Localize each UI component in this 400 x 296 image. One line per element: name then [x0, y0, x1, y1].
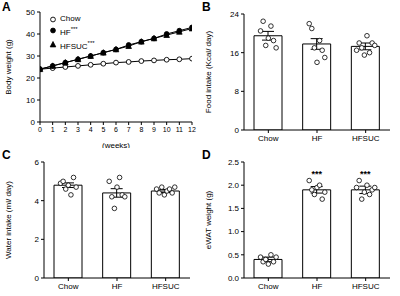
svg-text:4: 4 — [35, 197, 40, 206]
html-text:HFSUC***: HFSUC*** — [60, 39, 95, 51]
svg-text:Food intake (Kcal/ day): Food intake (Kcal/ day) — [204, 31, 213, 114]
svg-text:20: 20 — [26, 74, 35, 83]
svg-text:Chow: Chow — [58, 282, 79, 291]
svg-text:6: 6 — [114, 126, 118, 133]
svg-text:HF: HF — [312, 282, 323, 291]
svg-text:40: 40 — [26, 30, 35, 39]
svg-text:HF: HF — [312, 134, 323, 143]
svg-text:0: 0 — [35, 274, 40, 283]
svg-text:***: *** — [311, 169, 322, 179]
svg-text:2.0: 2.0 — [228, 181, 240, 190]
html-text:B: B — [202, 0, 211, 14]
svg-text:HFSUC: HFSUC — [352, 282, 380, 291]
svg-text:HF: HF — [112, 282, 123, 291]
svg-text:50: 50 — [26, 8, 35, 17]
html-text:D: D — [202, 148, 211, 162]
svg-text:0: 0 — [38, 126, 42, 133]
svg-text:Chow: Chow — [258, 282, 279, 291]
svg-text:***: *** — [360, 169, 371, 179]
svg-text:7: 7 — [127, 126, 131, 133]
svg-text:4: 4 — [89, 126, 93, 133]
svg-text:10: 10 — [163, 126, 171, 133]
svg-text:2: 2 — [63, 126, 67, 133]
html-text:C: C — [2, 148, 11, 162]
svg-text:3: 3 — [76, 126, 80, 133]
svg-text:24: 24 — [230, 10, 239, 19]
svg-text:2: 2 — [35, 235, 40, 244]
svg-text:30: 30 — [26, 52, 35, 61]
svg-text:11: 11 — [176, 126, 183, 133]
svg-text:0.5: 0.5 — [228, 251, 240, 260]
svg-text:(weeks): (weeks) — [102, 141, 130, 148]
html-text:HF***: HF*** — [60, 26, 78, 37]
html-text:A: A — [2, 0, 11, 14]
svg-text:1: 1 — [51, 126, 55, 133]
svg-text:6: 6 — [35, 158, 40, 167]
svg-text:12: 12 — [188, 126, 196, 133]
svg-text:2.5: 2.5 — [228, 158, 240, 167]
svg-text:5: 5 — [101, 126, 105, 133]
svg-text:8: 8 — [235, 87, 240, 96]
svg-text:9: 9 — [152, 126, 156, 133]
svg-text:HFSUC: HFSUC — [152, 282, 180, 291]
svg-text:Water intake (ml/ day): Water intake (ml/ day) — [8, 181, 13, 259]
svg-text:Body weight (g): Body weight (g) — [8, 39, 13, 95]
svg-text:0: 0 — [31, 118, 36, 127]
svg-text:10: 10 — [26, 96, 35, 105]
html-text:Chow: Chow — [60, 14, 81, 23]
svg-text:0.0: 0.0 — [228, 274, 240, 283]
svg-text:0: 0 — [235, 126, 240, 135]
svg-text:Chow: Chow — [258, 134, 279, 143]
svg-text:8: 8 — [139, 126, 143, 133]
svg-text:HFSUC: HFSUC — [352, 134, 380, 143]
svg-text:16: 16 — [230, 49, 239, 58]
svg-text:eWAT weight (g): eWAT weight (g) — [204, 190, 213, 249]
svg-text:1.0: 1.0 — [228, 227, 240, 236]
svg-text:1.5: 1.5 — [228, 204, 240, 213]
